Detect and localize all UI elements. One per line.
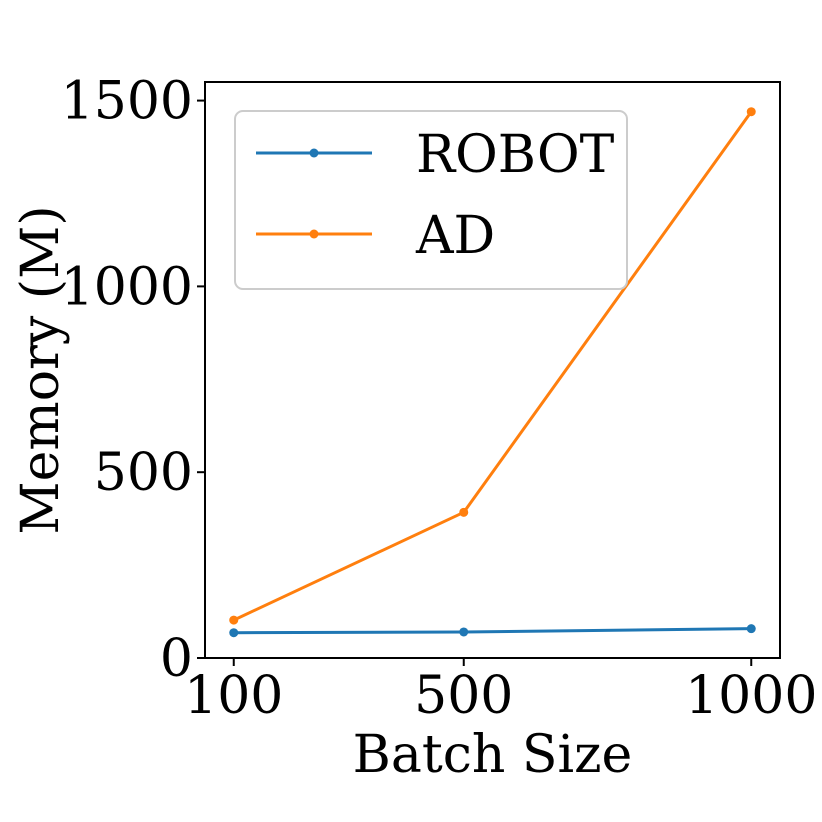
y-axis: 0 500 1000 1500 (61, 72, 205, 689)
data-point-ad (746, 107, 756, 117)
y-tick-label: 1500 (61, 72, 193, 132)
x-tick-label: 500 (414, 666, 513, 726)
x-axis-title: Batch Size (353, 725, 633, 785)
plot-frame (204, 81, 781, 659)
series-layer (229, 107, 756, 638)
y-tick-label: 500 (94, 443, 193, 503)
legend-marker-ad (309, 229, 319, 239)
x-axis: 100 500 1000 (184, 658, 817, 726)
legend-marker-robot (309, 148, 319, 158)
data-point-robot (746, 624, 756, 634)
data-point-ad (459, 507, 469, 517)
data-point-robot (229, 628, 239, 638)
legend-label-ad: AD (415, 206, 495, 266)
legend-frame (234, 110, 628, 290)
data-point-ad (229, 615, 239, 625)
y-axis-title: Memory (M) (11, 205, 71, 534)
legend-label-robot: ROBOT (416, 125, 615, 185)
data-point-robot (459, 627, 469, 637)
y-tick-label: 0 (160, 629, 193, 689)
x-tick-label: 1000 (685, 666, 817, 726)
legend: ROBOT AD (234, 110, 628, 290)
x-tick-label: 100 (184, 666, 283, 726)
y-tick-label: 1000 (61, 257, 193, 317)
